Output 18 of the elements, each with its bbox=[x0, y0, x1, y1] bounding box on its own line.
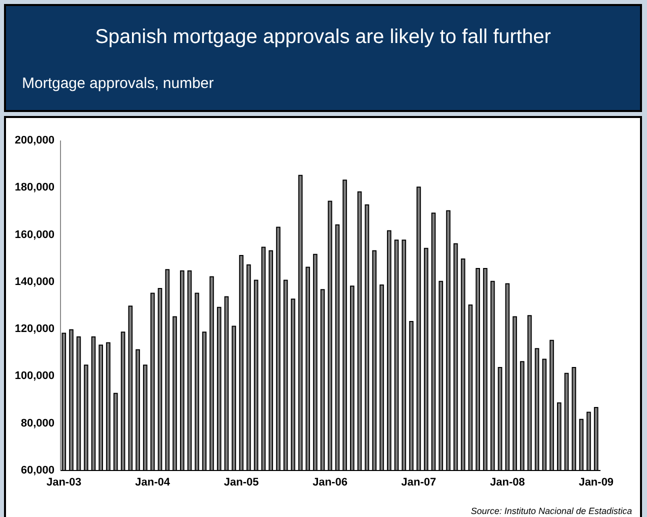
x-tick-label: Jan-08 bbox=[490, 476, 525, 488]
x-tick-label: Jan-05 bbox=[224, 476, 259, 488]
x-tick-label: Jan-09 bbox=[578, 476, 614, 488]
chart-title: Spanish mortgage approvals are likely to fall further bbox=[94, 26, 552, 49]
x-tick-label: Jan-07 bbox=[401, 476, 436, 488]
y-tick-label: 140,000 bbox=[14, 276, 54, 288]
chart-subtitle: Mortgage approvals, number bbox=[22, 75, 215, 92]
y-tick-label: 180,000 bbox=[14, 182, 54, 194]
y-tick-label: 160,000 bbox=[14, 228, 54, 241]
y-tick-label: 200,000 bbox=[14, 134, 54, 146]
x-tick-label: Jan-06 bbox=[312, 476, 348, 488]
source-note: Source: Instituto Nacional de Estadistica bbox=[470, 506, 632, 516]
y-tick-label: 80,000 bbox=[20, 417, 54, 430]
y-tick-label: 60,000 bbox=[20, 464, 54, 476]
y-tick-label: 100,000 bbox=[14, 370, 54, 382]
y-tick-label: 120,000 bbox=[14, 323, 54, 336]
x-tick-label: Jan-04 bbox=[135, 476, 171, 488]
x-tick-label: Jan-03 bbox=[46, 476, 82, 488]
